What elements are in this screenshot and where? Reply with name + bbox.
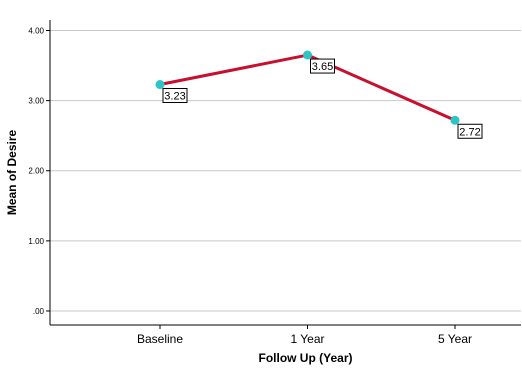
data-label: 2.72: [459, 126, 480, 138]
data-label-box: [457, 123, 483, 139]
y-tick-label: 4.00: [28, 27, 44, 36]
data-point: [303, 50, 312, 60]
y-axis-title: Mean of Desire: [5, 129, 19, 215]
y-tick-label: .00: [33, 307, 45, 316]
gridlines: [50, 30, 521, 312]
data-label: 3.23: [164, 91, 185, 103]
x-axis-ticks: Baseline 1 Year 5 Year: [137, 325, 472, 346]
series-line: [159, 53, 456, 122]
y-tick-label: 2.00: [28, 167, 44, 176]
data-point: [450, 115, 460, 125]
x-axis-title: Follow Up (Year): [258, 351, 352, 365]
data-label-box: [162, 88, 188, 104]
data-label: 3.65: [312, 61, 333, 73]
data-labels: 3.23 3.65 2.72: [162, 58, 483, 139]
x-tick-label: Baseline: [137, 332, 183, 346]
x-tick-label: 1 Year: [290, 332, 324, 346]
data-point: [155, 80, 165, 90]
y-tick-label: 3.00: [28, 97, 44, 106]
y-axis-ticks: .00 1.00 2.00 3.00 4.00: [28, 27, 50, 316]
series-group: [155, 50, 460, 125]
y-tick-label: 1.00: [28, 237, 44, 246]
x-tick-label: 5 Year: [438, 332, 472, 346]
data-label-box: [310, 58, 335, 74]
